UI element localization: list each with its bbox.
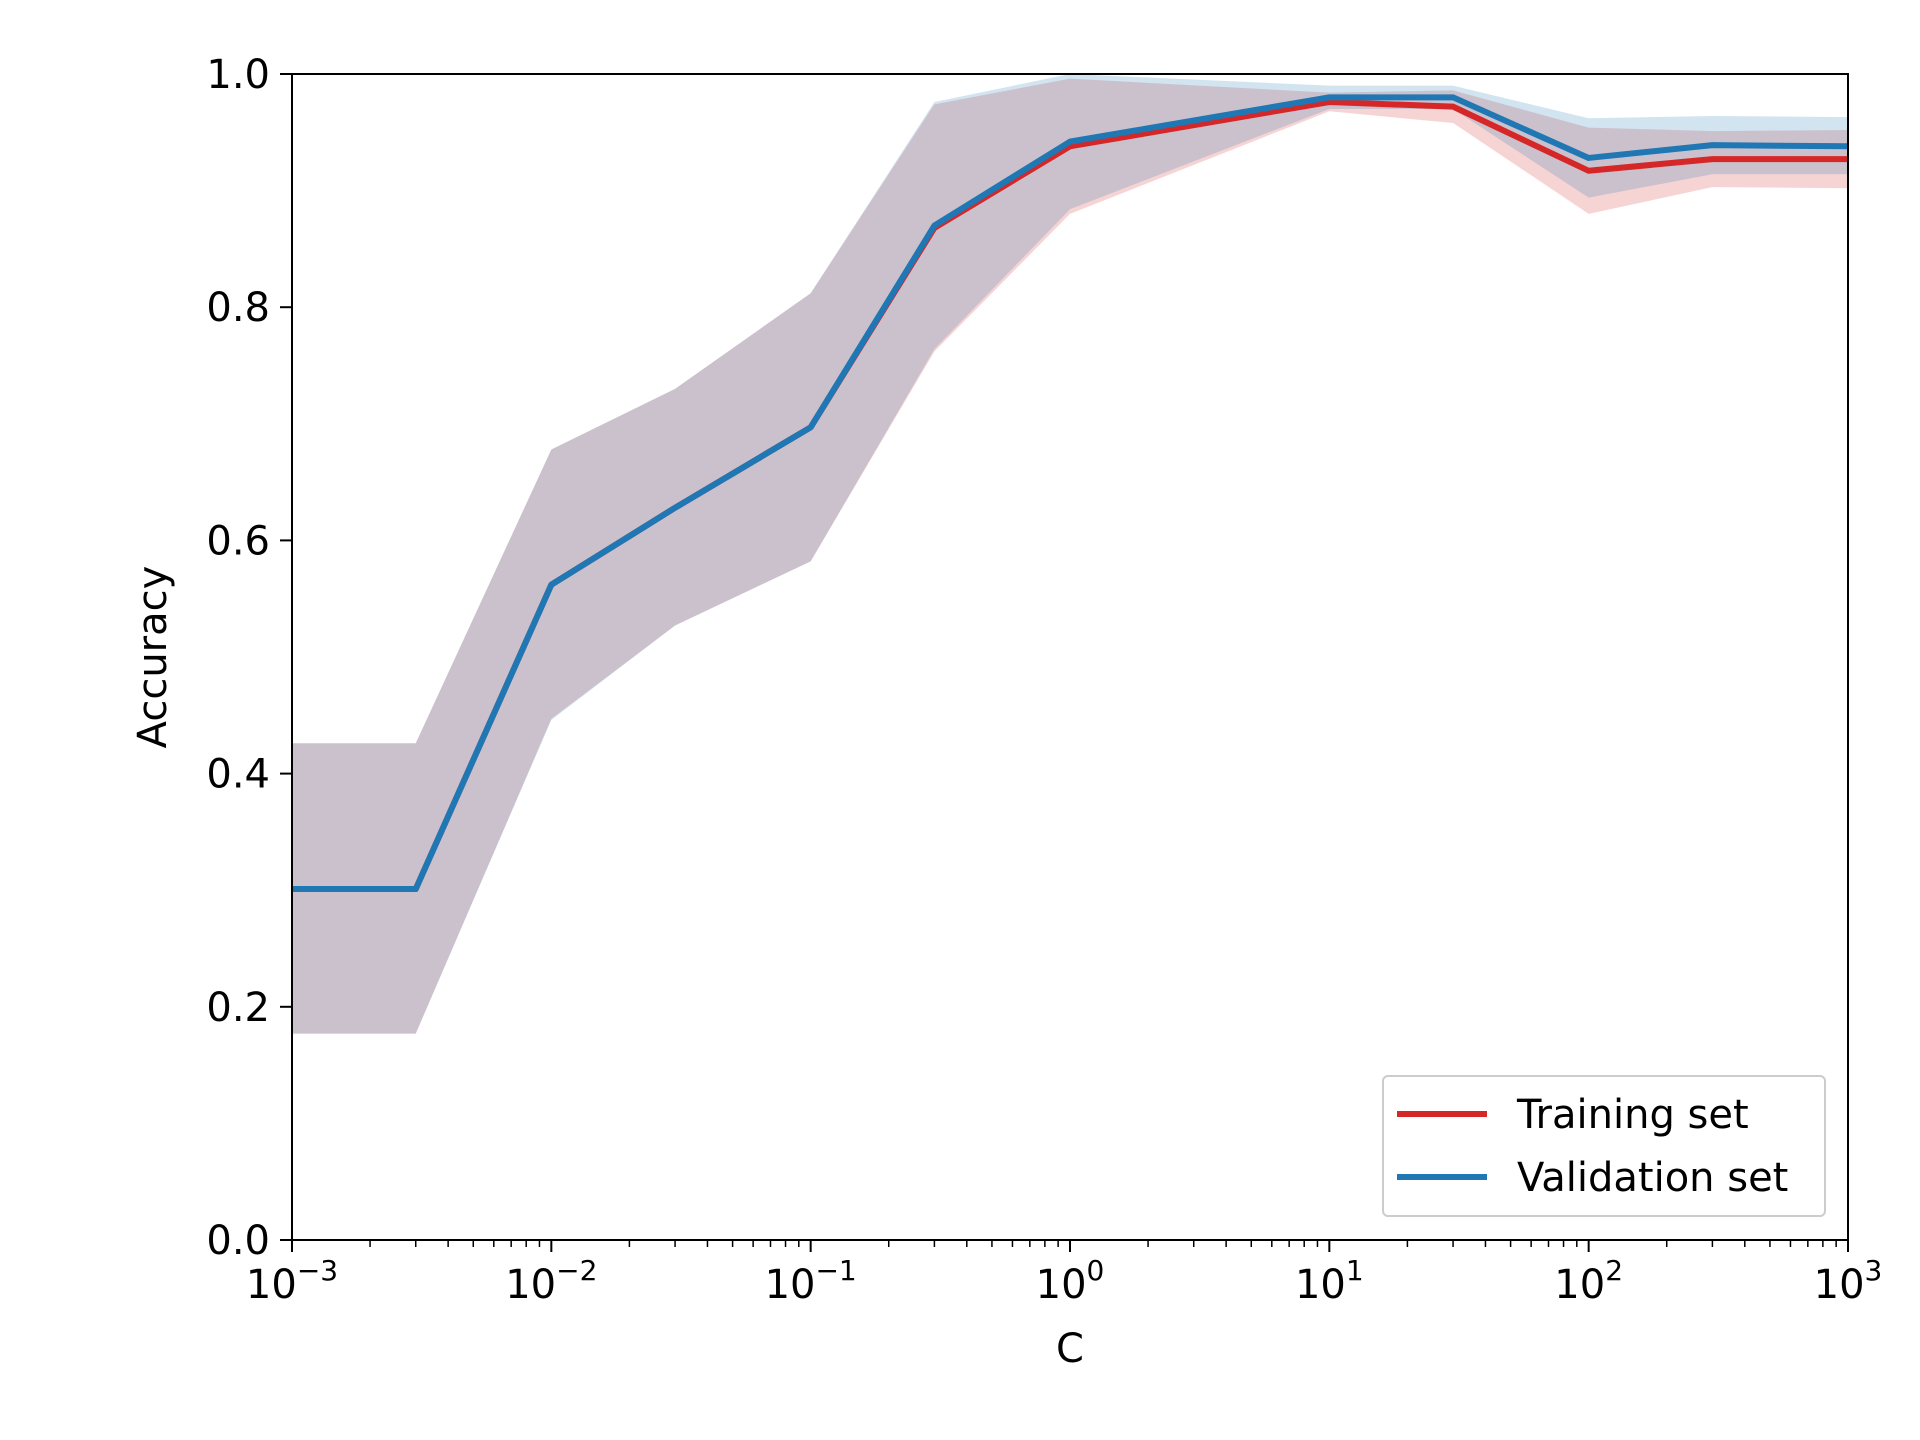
- x-tick-label: 10−2: [505, 1254, 597, 1308]
- x-tick-label: 10−1: [765, 1254, 857, 1308]
- x-axis: 10−3 10−2 10−1 100 101 102 103: [246, 1240, 1882, 1308]
- x-minor-ticks: [369, 1240, 1837, 1247]
- y-tick-label: 1.0: [206, 52, 270, 98]
- x-tick-label: 100: [1036, 1254, 1105, 1308]
- y-axis-label: Accuracy: [130, 566, 176, 749]
- x-tick-label: 101: [1295, 1254, 1364, 1308]
- x-tick-label: 102: [1554, 1254, 1623, 1308]
- legend: Training set Validation set: [1382, 1075, 1826, 1217]
- y-tick-label: 0.4: [206, 752, 270, 798]
- band-training: [292, 78, 1848, 1034]
- y-tick-label: 0.8: [206, 285, 270, 331]
- legend-label-training: Training set: [1516, 1092, 1749, 1138]
- series-lines: [292, 94, 1849, 893]
- y-tick-label: 0.2: [206, 985, 270, 1031]
- y-tick-label: 0.6: [206, 518, 270, 564]
- x-tick-label: 10−3: [246, 1254, 338, 1308]
- x-axis-label: C: [1056, 1326, 1084, 1372]
- x-tick-label: 103: [1814, 1254, 1883, 1308]
- legend-label-validation: Validation set: [1517, 1155, 1788, 1201]
- y-axis: 0.0 0.2 0.4 0.6 0.8 1.0: [206, 52, 292, 1264]
- legend-box: [1382, 1075, 1826, 1217]
- line-validation: [292, 94, 1849, 893]
- y-tick-label: 0.0: [206, 1218, 270, 1264]
